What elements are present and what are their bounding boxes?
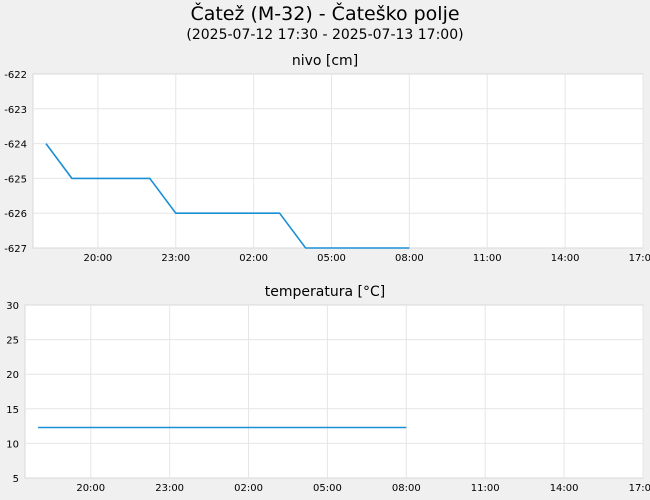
nivo-y-tick-label: -626 bbox=[4, 209, 27, 220]
nivo-x-axis: 20:00 23:00 02:00 05:00 08:00 11:00 14:00 17:00 bbox=[83, 253, 650, 264]
temperatura-x-tick-label: 08:00 bbox=[392, 483, 421, 494]
temperatura-x-tick-label: 17:00 bbox=[629, 483, 650, 494]
nivo-y-tick-label: -625 bbox=[4, 174, 27, 185]
nivo-x-tick-label: 23:00 bbox=[161, 253, 190, 264]
temperatura-x-tick-label: 02:00 bbox=[234, 483, 263, 494]
nivo-series bbox=[45, 143, 410, 249]
nivo-x-tick-label: 08:00 bbox=[395, 253, 424, 264]
temperatura-y-tick-label: 5 bbox=[13, 474, 19, 485]
nivo-x-tick-label: 20:00 bbox=[83, 253, 112, 264]
temperatura-x-axis: 20:00 23:00 02:00 05:00 08:00 11:00 14:00 17:00 bbox=[76, 483, 650, 494]
temperatura-y-tick-label: 30 bbox=[6, 301, 19, 312]
temperatura-x-tick-label: 20:00 bbox=[76, 483, 105, 494]
nivo-x-tick-label: 14:00 bbox=[551, 253, 580, 264]
temperatura-plot-area bbox=[24, 304, 644, 479]
nivo-x-tick-label: 17:00 bbox=[629, 253, 650, 264]
nivo-y-axis: -622 -623 -624 -625 -626 -627 bbox=[4, 70, 27, 255]
temperatura-chart: temperatura [°C] 30 25 20 15 10 5 20:00 23:00 0… bbox=[6, 284, 650, 494]
temperatura-y-tick-label: 10 bbox=[6, 439, 19, 450]
temperatura-chart-title: temperatura [°C] bbox=[265, 284, 385, 300]
nivo-x-tick-label: 02:00 bbox=[239, 253, 268, 264]
nivo-plot-area bbox=[32, 73, 644, 249]
nivo-series-line bbox=[45, 143, 410, 249]
header: Čatež (M-32) - Čateško polje (2025-07-12… bbox=[0, 0, 650, 44]
nivo-chart-title: nivo [cm] bbox=[292, 53, 358, 69]
temperatura-x-tick-label: 23:00 bbox=[155, 483, 184, 494]
nivo-x-tick-label: 05:00 bbox=[317, 253, 346, 264]
nivo-y-tick-label: -624 bbox=[4, 140, 27, 151]
temperatura-x-tick-label: 14:00 bbox=[550, 483, 579, 494]
nivo-chart: nivo [cm] -622 -623 -624 -625 -626 -627 20:00… bbox=[4, 53, 650, 264]
temperatura-y-axis: 30 25 20 15 10 5 bbox=[6, 301, 19, 485]
temperatura-y-tick-label: 15 bbox=[6, 405, 19, 416]
temperatura-x-tick-label: 05:00 bbox=[313, 483, 342, 494]
page-subtitle: (2025-07-12 17:30 - 2025-07-13 17:00) bbox=[186, 27, 464, 43]
nivo-y-tick-label: -627 bbox=[4, 244, 27, 255]
nivo-x-tick-label: 11:00 bbox=[473, 253, 502, 264]
page-title: Čatež (M-32) - Čateško polje bbox=[190, 3, 460, 25]
nivo-y-tick-label: -623 bbox=[4, 105, 27, 116]
temperatura-y-tick-label: 20 bbox=[6, 370, 19, 381]
temperatura-x-tick-label: 11:00 bbox=[471, 483, 500, 494]
nivo-y-tick-label: -622 bbox=[4, 70, 27, 81]
temperatura-grid bbox=[25, 305, 644, 478]
temperatura-y-tick-label: 25 bbox=[6, 336, 19, 347]
